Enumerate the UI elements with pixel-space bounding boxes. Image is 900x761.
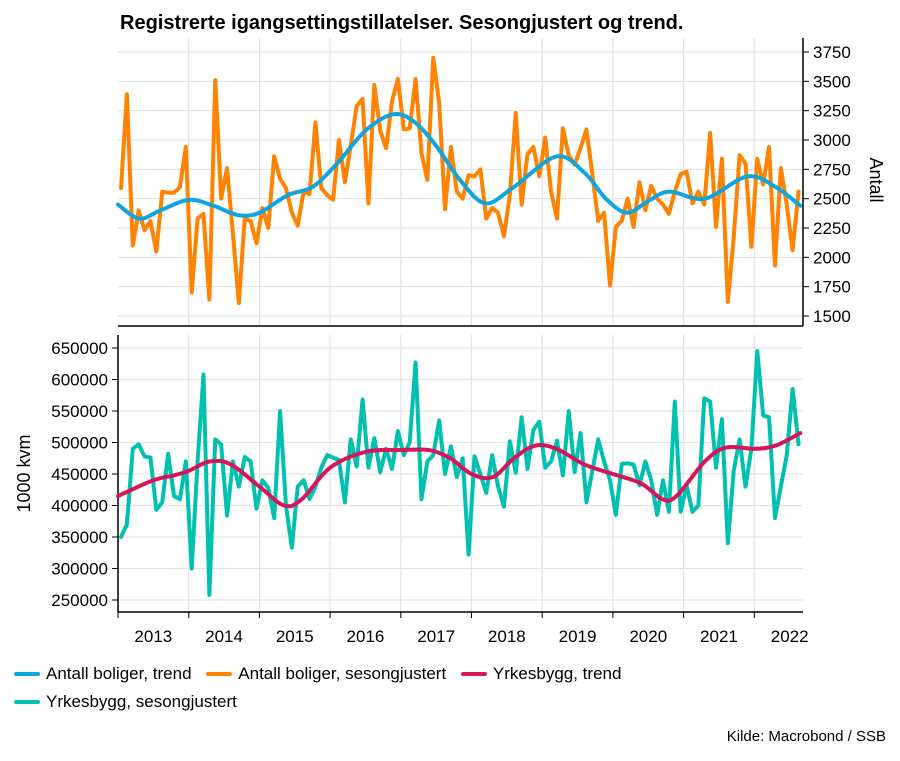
series-line-antall-boliger-trend [116, 111, 803, 221]
legend-swatch [460, 672, 487, 676]
x-tick-label: 2020 [629, 627, 667, 646]
legend-item: Yrkesbygg, sesongjustert [14, 688, 237, 716]
series-line-antall-boliger-sesongjustert [119, 55, 801, 306]
legend-label: Yrkesbygg, sesongjustert [46, 692, 237, 711]
y-tick-label: 350000 [51, 528, 108, 547]
y-tick-label: 2500 [813, 190, 851, 209]
y-tick-label: 2250 [813, 219, 851, 238]
legend: Antall boliger, trend Antall boliger, se… [14, 660, 714, 716]
y-tick-label: 3000 [813, 131, 851, 150]
y-tick-label: 600000 [51, 371, 108, 390]
legend-item: Yrkesbygg, trend [460, 660, 622, 688]
y-tick-label: 300000 [51, 560, 108, 579]
source-note: Kilde: Macrobond / SSB [726, 728, 886, 745]
x-tick-label: 2021 [700, 627, 738, 646]
y-tick-label: 3750 [813, 43, 851, 62]
y-tick-label: 500000 [51, 434, 108, 453]
y-tick-label: 2750 [813, 160, 851, 179]
legend-label: Yrkesbygg, trend [492, 664, 622, 683]
x-tick-label: 2019 [559, 627, 597, 646]
y-tick-label: 1750 [813, 278, 851, 297]
legend-label: Antall boliger, trend [46, 664, 192, 683]
y-tick-label: 400000 [51, 497, 108, 516]
legend-label: Antall boliger, sesongjustert [238, 664, 447, 683]
legend-item: Antall boliger, sesongjustert [206, 660, 446, 688]
x-tick-label: 2018 [488, 627, 526, 646]
x-tick-label: 2013 [134, 627, 172, 646]
x-tick-label: 2016 [347, 627, 385, 646]
x-tick-label: 2015 [276, 627, 314, 646]
x-tick-label: 2017 [417, 627, 455, 646]
y-tick-label: 3250 [813, 102, 851, 121]
y-tick-label: 550000 [51, 402, 108, 421]
y-tick-label: 450000 [51, 465, 108, 484]
y-axis-title: Antall [866, 157, 886, 202]
legend-item: Antall boliger, trend [14, 660, 192, 688]
legend-swatch [14, 672, 40, 676]
legend-swatch [14, 700, 40, 704]
y-tick-label: 2000 [813, 248, 851, 267]
y-tick-label: 3500 [813, 72, 851, 91]
chart-title: Registrerte igangsettingstillatelser. Se… [120, 12, 684, 34]
legend-swatch [206, 672, 233, 676]
x-tick-label: 2022 [771, 627, 809, 646]
y-tick-label: 1500 [813, 307, 851, 326]
y-axis-title: 1000 kvm [14, 434, 34, 512]
x-tick-label: 2014 [205, 627, 243, 646]
y-tick-label: 250000 [51, 591, 108, 610]
y-tick-label: 650000 [51, 339, 108, 358]
series-line-yrkesbygg-trend [116, 431, 803, 509]
